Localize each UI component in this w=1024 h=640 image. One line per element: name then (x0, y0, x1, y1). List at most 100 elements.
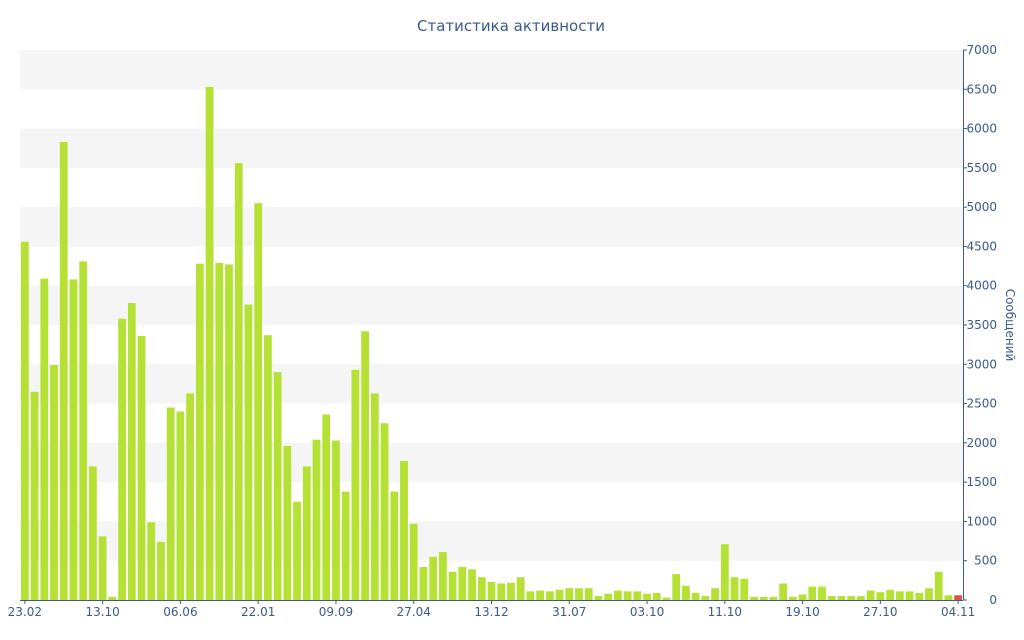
bar[interactable] (925, 588, 933, 600)
bar[interactable] (273, 372, 282, 600)
bar[interactable] (30, 391, 39, 600)
bar[interactable] (516, 577, 525, 600)
bar[interactable] (448, 571, 457, 600)
bar[interactable] (526, 591, 535, 600)
bar[interactable] (915, 592, 924, 600)
bar[interactable] (293, 501, 301, 600)
y-tick-label: 5500 (966, 161, 997, 175)
bar[interactable] (613, 590, 622, 600)
bar[interactable] (662, 597, 671, 600)
bar[interactable] (720, 544, 729, 600)
bar[interactable] (740, 578, 749, 600)
bar[interactable] (487, 581, 496, 600)
bar[interactable] (672, 574, 681, 600)
bar[interactable] (759, 596, 768, 600)
bar[interactable] (818, 586, 826, 600)
bar[interactable] (652, 592, 661, 600)
bar[interactable] (302, 466, 311, 600)
bar[interactable] (69, 279, 78, 600)
bar[interactable] (827, 596, 836, 600)
bar[interactable] (419, 567, 428, 600)
bar[interactable] (895, 591, 904, 600)
bar[interactable] (157, 541, 165, 600)
bar[interactable] (332, 440, 340, 601)
bar[interactable] (322, 414, 331, 600)
bar[interactable] (565, 588, 574, 600)
bar[interactable] (750, 596, 758, 600)
bar[interactable] (507, 582, 515, 600)
bar[interactable] (234, 163, 243, 600)
bar[interactable] (584, 588, 593, 600)
bar[interactable] (886, 589, 894, 600)
bar[interactable] (847, 596, 856, 600)
bar[interactable] (497, 583, 506, 601)
bar[interactable] (312, 439, 321, 600)
bar[interactable] (788, 596, 797, 600)
bar[interactable] (390, 491, 399, 600)
bar[interactable] (477, 577, 486, 600)
bar[interactable] (769, 596, 778, 600)
bar[interactable] (934, 571, 943, 600)
bar[interactable] (264, 335, 272, 600)
bar[interactable] (954, 595, 963, 600)
bar[interactable] (176, 411, 185, 600)
bar[interactable] (691, 592, 700, 600)
bar[interactable] (730, 577, 739, 600)
bar[interactable] (808, 586, 817, 600)
bar[interactable] (604, 593, 613, 600)
bar[interactable] (341, 491, 350, 600)
y-tick-label: 7000 (966, 43, 997, 57)
bar[interactable] (98, 536, 107, 600)
bar[interactable] (195, 263, 204, 600)
bar[interactable] (380, 423, 389, 600)
bar[interactable] (361, 331, 370, 600)
bar[interactable] (89, 466, 97, 600)
bar[interactable] (225, 264, 233, 601)
bar[interactable] (944, 595, 953, 600)
bar[interactable] (779, 583, 788, 601)
bar[interactable] (244, 304, 253, 600)
bar[interactable] (409, 523, 418, 600)
bar[interactable] (623, 591, 632, 600)
bar[interactable] (254, 203, 263, 600)
bar[interactable] (575, 588, 583, 600)
bar[interactable] (137, 336, 146, 600)
bar[interactable] (682, 585, 690, 600)
bar[interactable] (439, 552, 447, 600)
bar[interactable] (59, 141, 68, 600)
bar[interactable] (215, 262, 224, 600)
bar[interactable] (147, 522, 156, 600)
bar[interactable] (166, 407, 175, 601)
bar[interactable] (429, 556, 438, 600)
bar[interactable] (555, 589, 564, 600)
bar[interactable] (468, 569, 476, 600)
axes: 0 500 1000 1500 2000 2500 3000 3500 4000 4500 5000… (8, 43, 997, 619)
bar[interactable] (536, 590, 544, 600)
bar[interactable] (866, 590, 875, 600)
bar[interactable] (905, 591, 914, 600)
bar[interactable] (79, 261, 88, 600)
bar[interactable] (876, 592, 885, 600)
bar[interactable] (458, 567, 467, 600)
bar[interactable] (711, 588, 719, 600)
bar[interactable] (108, 596, 117, 600)
bar[interactable] (643, 593, 651, 600)
bar[interactable] (283, 446, 292, 600)
bar[interactable] (545, 591, 554, 600)
bar[interactable] (351, 369, 360, 600)
bar[interactable] (837, 596, 846, 600)
bar[interactable] (633, 591, 642, 600)
bar[interactable] (701, 596, 710, 600)
bar[interactable] (400, 460, 408, 600)
bar[interactable] (186, 393, 195, 600)
bar[interactable] (594, 596, 603, 600)
bar[interactable] (118, 318, 126, 600)
bar[interactable] (127, 303, 136, 600)
bar[interactable] (40, 278, 49, 600)
bar[interactable] (50, 365, 58, 600)
bar[interactable] (20, 241, 29, 600)
bar[interactable] (798, 594, 807, 601)
bar[interactable] (857, 596, 865, 600)
bar[interactable] (205, 86, 214, 600)
bar[interactable] (370, 393, 379, 600)
